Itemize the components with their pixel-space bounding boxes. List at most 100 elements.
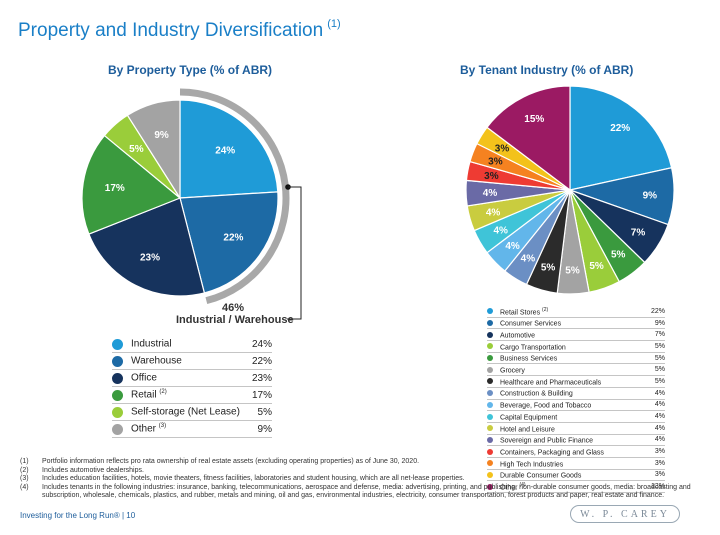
legend-swatch bbox=[487, 308, 493, 315]
legend-swatch bbox=[487, 331, 493, 338]
legend-label: Retail Stores (2) bbox=[500, 306, 549, 316]
pie-slice-office bbox=[88, 197, 206, 297]
legend-swatch bbox=[487, 471, 493, 478]
pie-label-high-tech-industries: 3% bbox=[488, 157, 503, 168]
legend-value: 24% bbox=[251, 338, 272, 350]
legend-label: Industrial bbox=[131, 338, 172, 350]
legend-swatch bbox=[112, 423, 123, 435]
legend-row-consumer-services: Consumer Services 9% bbox=[487, 318, 665, 330]
legend-value: 7% bbox=[654, 331, 665, 339]
legend-label: Retail (2) bbox=[131, 389, 167, 401]
legend-row-sovereign-and-public-finance: Sovereign and Public Finance 4% bbox=[487, 435, 665, 447]
legend-row-retail-stores: Retail Stores (2) 22% bbox=[487, 306, 665, 318]
legend-swatch bbox=[487, 436, 493, 443]
pie-label-cargo-transportation: 5% bbox=[589, 261, 604, 272]
legend-label: Office bbox=[131, 372, 157, 384]
footnote-number: (3) bbox=[20, 475, 29, 483]
legend-label: Other (3) bbox=[131, 423, 167, 435]
legend-row-cargo-transportation: Cargo Transportation 5% bbox=[487, 341, 665, 353]
legend-label: Self-storage (Net Lease) bbox=[131, 406, 240, 418]
legend-label: Warehouse bbox=[131, 355, 182, 367]
legend-swatch bbox=[487, 401, 493, 408]
legend-value: 9% bbox=[654, 319, 665, 327]
footnote-text: Includes education facilities, hotels, m… bbox=[42, 475, 465, 483]
pie-label-construction-building: 4% bbox=[521, 254, 536, 265]
legend-swatch bbox=[112, 372, 123, 384]
property-type-subtitle: By Property Type (% of ABR) bbox=[108, 63, 273, 77]
legend-swatch bbox=[487, 460, 493, 467]
legend-value: 5% bbox=[654, 342, 665, 350]
legend-value: 5% bbox=[654, 354, 665, 362]
property-type-legend: Industrial 24% Warehouse 22% Office 23% Ret… bbox=[112, 336, 272, 438]
legend-value: 5% bbox=[654, 366, 665, 374]
pie-slice-industrial bbox=[179, 99, 279, 199]
legend-value: 17% bbox=[251, 389, 272, 401]
legend-value: 4% bbox=[654, 424, 665, 432]
tenant-industry-subtitle: By Tenant Industry (% of ABR) bbox=[460, 63, 634, 77]
legend-swatch bbox=[112, 338, 123, 350]
pie-label-automotive: 7% bbox=[631, 228, 646, 239]
legend-swatch bbox=[487, 366, 493, 373]
legend-value: 3% bbox=[654, 448, 665, 456]
footnote-text: Includes automotive dealerships. bbox=[42, 466, 144, 474]
legend-label: Sovereign and Public Finance bbox=[500, 437, 594, 445]
pie-label-self-storage-net-lease: 5% bbox=[129, 144, 144, 155]
legend-label: Durable Consumer Goods bbox=[500, 472, 582, 480]
legend-row-high-tech-industries: High Tech Industries 3% bbox=[487, 458, 665, 470]
footnote: (1) Portfolio information reflects pro ra… bbox=[20, 458, 700, 467]
industrial-warehouse-highlight-ring bbox=[179, 88, 290, 305]
tenant-industry-pie-chart: 22%9%7%5%5%5%5%4%4%4%4%4%3%3%3%15% bbox=[465, 85, 675, 295]
pie-label-other: 9% bbox=[154, 130, 169, 141]
industrial-warehouse-label: Industrial / Warehouse bbox=[176, 314, 294, 326]
legend-label: Construction & Building bbox=[500, 390, 573, 398]
footer-tagline: Investing for the Long Run® | 10 bbox=[20, 511, 136, 520]
legend-row-durable-consumer-goods: Durable Consumer Goods 3% bbox=[487, 470, 665, 482]
pie-slice-retail-stores bbox=[569, 85, 673, 191]
legend-row-construction-building: Construction & Building 4% bbox=[487, 388, 665, 400]
legend-swatch bbox=[487, 343, 493, 350]
legend-swatch bbox=[487, 390, 493, 397]
pie-slice-retail bbox=[81, 134, 182, 235]
legend-row-office: Office 23% bbox=[112, 370, 272, 387]
legend-value: 22% bbox=[251, 355, 272, 367]
footnotes: (1) Portfolio information reflects pro ra… bbox=[20, 458, 700, 501]
legend-label: Consumer Services bbox=[500, 320, 562, 328]
legend-label: Other (4) bbox=[500, 481, 526, 492]
pie-label-sovereign-and-public-finance: 4% bbox=[483, 188, 498, 199]
footnote: (3) Includes education facilities, hotels… bbox=[20, 475, 700, 484]
legend-swatch bbox=[487, 378, 493, 385]
footnote-number: (1) bbox=[20, 458, 29, 465]
company-logo: W. P. CAREY bbox=[570, 505, 680, 523]
pie-slice-other bbox=[126, 99, 181, 201]
legend-swatch bbox=[487, 448, 493, 455]
footnote: (2) Includes automotive dealerships. bbox=[20, 467, 700, 476]
legend-value: 22% bbox=[650, 307, 665, 315]
pie-label-business-services: 5% bbox=[611, 249, 626, 260]
legend-value: 3% bbox=[654, 471, 665, 479]
legend-swatch bbox=[487, 425, 493, 432]
legend-value: 5% bbox=[257, 406, 272, 418]
tenant-industry-legend: Retail Stores (2) 22% Consumer Services 9%… bbox=[487, 306, 665, 493]
legend-value: 3% bbox=[654, 459, 665, 467]
legend-label: Hotel and Leisure bbox=[500, 425, 555, 433]
legend-row-beverage-food-and-tobacco: Beverage, Food and Tobacco 4% bbox=[487, 400, 665, 412]
legend-value: 4% bbox=[654, 436, 665, 444]
legend-row-healthcare-and-pharmaceuticals: Healthcare and Pharmaceuticals 5% bbox=[487, 376, 665, 388]
legend-label: Capital Equipment bbox=[500, 414, 558, 422]
legend-row-other: Other (4) 13% bbox=[487, 481, 665, 493]
legend-row-hotel-and-leisure: Hotel and Leisure 4% bbox=[487, 423, 665, 435]
legend-label: Cargo Transportation bbox=[500, 344, 566, 352]
pie-slice-warehouse bbox=[179, 191, 279, 294]
pie-label-durable-consumer-goods: 3% bbox=[495, 143, 510, 154]
callout-bracket bbox=[287, 186, 302, 320]
property-type-pie-chart: 24% 22% 23% 17% 5% 9% bbox=[81, 88, 302, 320]
legend-row-self-storage-net-lease: Self-storage (Net Lease) 5% bbox=[112, 404, 272, 421]
page-title: Property and Industry Diversification (1) bbox=[18, 18, 341, 41]
legend-label: Healthcare and Pharmaceuticals bbox=[500, 379, 602, 387]
footnote-number: (2) bbox=[20, 466, 29, 474]
pie-label-consumer-services: 9% bbox=[643, 190, 658, 201]
legend-label: High Tech Industries bbox=[500, 460, 564, 468]
pie-label-hotel-and-leisure: 4% bbox=[486, 207, 501, 218]
legend-row-retail: Retail (2) 17% bbox=[112, 387, 272, 404]
legend-row-containers-packaging-and-glass: Containers, Packaging and Glass 3% bbox=[487, 446, 665, 458]
